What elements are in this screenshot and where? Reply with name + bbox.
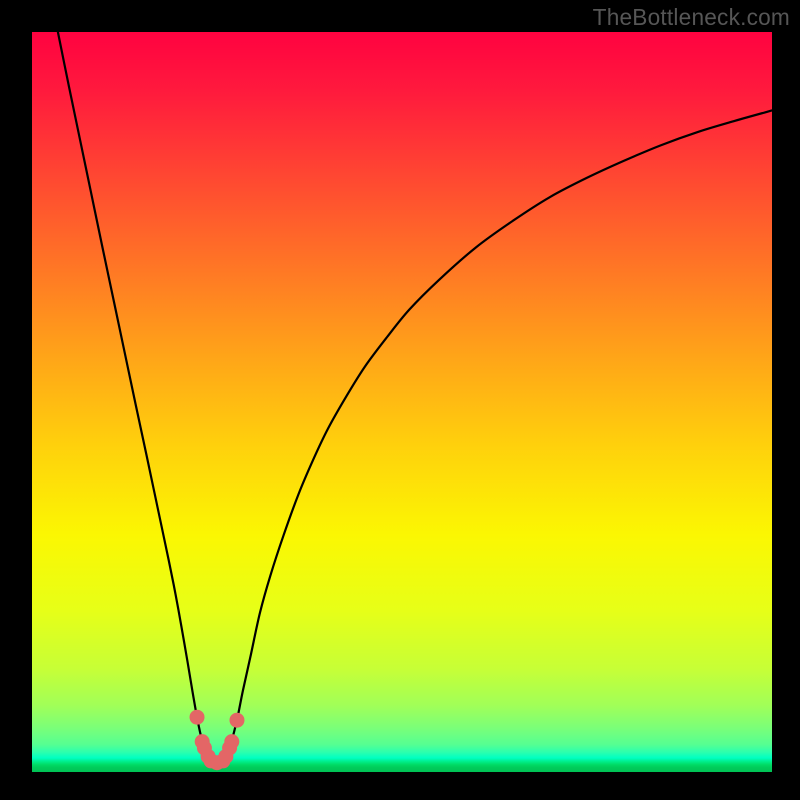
chart-background (32, 32, 772, 772)
marker-point (225, 735, 239, 749)
marker-point (190, 710, 204, 724)
chart-container: TheBottleneck.com (0, 0, 800, 800)
marker-point (230, 713, 244, 727)
bottleneck-chart (0, 0, 800, 800)
